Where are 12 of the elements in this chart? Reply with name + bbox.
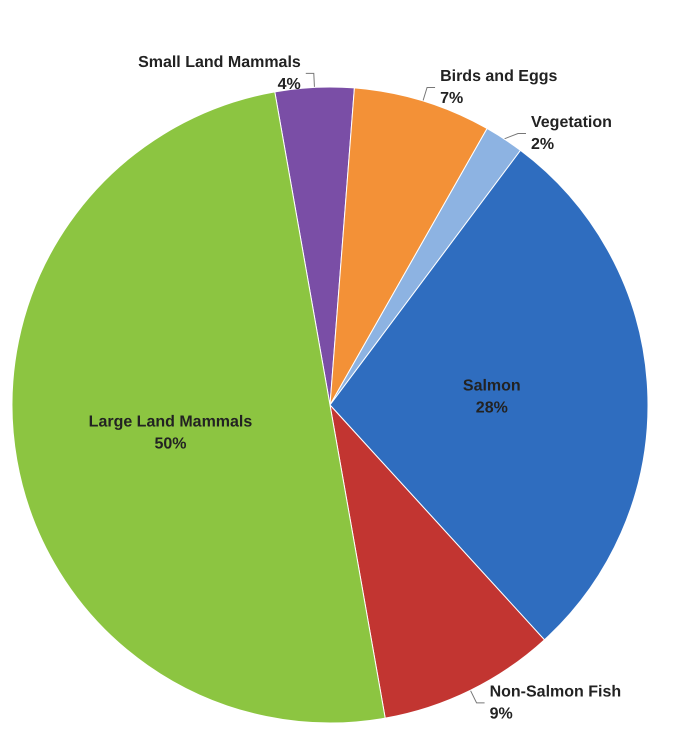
data-label: 50% <box>154 436 186 453</box>
slice-label: Non-Salmon Fish <box>490 683 622 700</box>
slice-label: Salmon <box>462 378 521 395</box>
data-label: 2% <box>530 136 554 154</box>
data-label: 7% <box>440 90 464 108</box>
slice-label: Small Land Mammals <box>138 54 301 71</box>
data-label: 28% <box>476 400 508 417</box>
data-label: 4% <box>278 76 301 93</box>
slice-label: Vegetation <box>530 114 612 132</box>
slice-label: Birds and Eggs <box>440 68 558 86</box>
data-label: 9% <box>490 705 513 722</box>
slice-label: Large Land Mammals <box>88 414 252 431</box>
